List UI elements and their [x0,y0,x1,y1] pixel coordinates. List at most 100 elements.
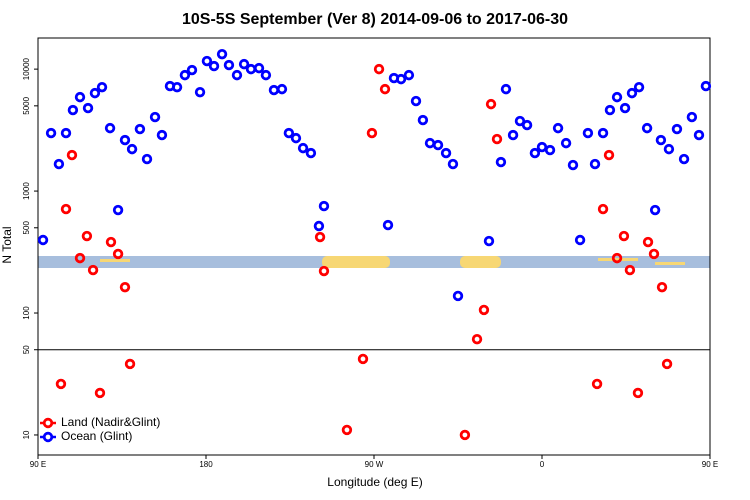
point [447,158,459,170]
point [74,91,86,103]
point [560,137,572,149]
point [96,81,108,93]
point [94,387,106,399]
point [382,219,394,231]
x-tick-label: 180 [199,460,213,469]
point [432,139,444,151]
point [529,147,541,159]
point [253,62,265,74]
point [626,87,638,99]
point [597,127,609,139]
point [656,281,668,293]
point [395,73,407,85]
point [478,304,490,316]
point [440,147,452,159]
point [313,220,325,232]
point [603,149,615,161]
point [45,127,57,139]
point [632,387,644,399]
point [231,69,243,81]
point [223,59,235,71]
point [452,290,464,302]
point [642,236,654,248]
point [141,153,153,165]
point [318,265,330,277]
point [618,230,630,242]
y-tick-label: 50 [22,345,31,354]
point [552,122,564,134]
y-tick-label: 100 [22,306,31,320]
point [119,134,131,146]
map-strip [38,256,710,268]
point [611,91,623,103]
point [134,123,146,135]
point [624,264,636,276]
island-strip [598,258,638,261]
point [655,134,667,146]
y-tick-label: 10000 [22,57,31,80]
point [60,127,72,139]
point [403,69,415,81]
point [112,248,124,260]
point [507,129,519,141]
legend-label: Land (Nadir&Glint) [61,415,160,429]
point [105,236,117,248]
point [700,80,712,92]
point [574,234,586,246]
x-tick-label: 90 E [702,460,718,469]
point [604,104,616,116]
point [379,83,391,95]
point [648,248,660,260]
point [366,127,378,139]
point [424,137,436,149]
point [156,129,168,141]
land-strip [322,256,390,268]
point [619,102,631,114]
legend-marker [42,431,54,443]
series [55,63,673,441]
series [37,48,712,302]
point [597,203,609,215]
point [357,353,369,365]
y-tick-label: 5000 [22,96,31,114]
point [521,119,533,131]
y-tick-label: 10 [22,430,31,439]
point [81,230,93,242]
point [483,235,495,247]
point [149,111,161,123]
point [536,141,548,153]
point [260,69,272,81]
point [459,429,471,441]
point [678,153,690,165]
point [693,129,705,141]
point [686,111,698,123]
point [417,114,429,126]
legend-marker [42,417,54,429]
plot-frame [37,37,711,456]
point [89,87,101,99]
point [495,156,507,168]
point [53,158,65,170]
point [318,200,330,212]
point [208,60,220,72]
island-strip [100,259,130,262]
point [37,234,49,246]
point [194,86,206,98]
point [186,64,198,76]
x-tick-label: 90 E [30,460,46,469]
point [491,133,503,145]
y-tick-label: 1000 [22,182,31,200]
point [171,81,183,93]
point [485,98,497,110]
point [238,58,250,70]
point [283,127,295,139]
point [66,149,78,161]
point [297,142,309,154]
point [661,358,673,370]
y-tick-label: 500 [22,221,31,235]
point [179,69,191,81]
point [663,143,675,155]
point [633,81,645,93]
point [373,63,385,75]
